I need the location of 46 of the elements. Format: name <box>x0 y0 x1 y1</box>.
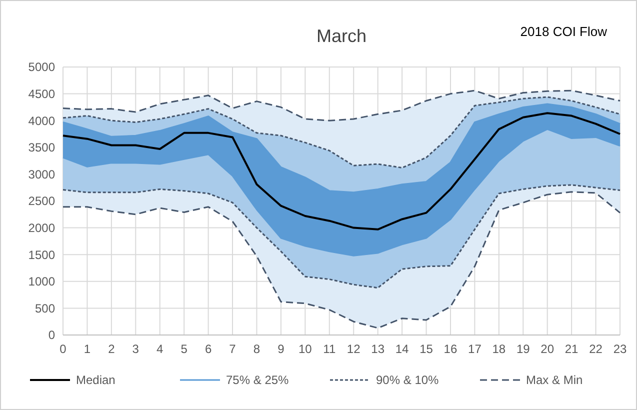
y-tick-label: 2500 <box>28 194 56 208</box>
y-tick-label: 2000 <box>28 221 56 235</box>
x-tick-label: 11 <box>323 342 336 356</box>
x-tick-label: 4 <box>156 342 164 356</box>
y-tick-label: 500 <box>34 301 56 316</box>
legend-label: 90% & 10% <box>376 373 440 388</box>
x-tick-label: 13 <box>371 342 385 356</box>
x-tick-label: 5 <box>180 342 188 356</box>
x-tick-label: 18 <box>492 342 506 356</box>
x-tick-label: 23 <box>613 342 627 356</box>
x-tick-label: 12 <box>346 342 361 356</box>
x-tick-label: 10 <box>298 342 312 356</box>
line-series <box>62 191 621 329</box>
line-series <box>62 96 621 169</box>
y-tick-label: 1000 <box>28 274 56 289</box>
y-tick-label: 5000 <box>28 60 56 74</box>
line-series <box>62 184 621 289</box>
y-tick-label: 3000 <box>28 167 56 182</box>
x-tick-label: 1 <box>84 342 91 356</box>
x-tick-label: 20 <box>540 342 554 356</box>
y-tick-label: 0 <box>48 328 56 342</box>
line-series <box>62 90 621 122</box>
legend-label: 75% & 25% <box>226 373 290 388</box>
x-tick-label: 16 <box>444 342 458 356</box>
x-tick-label: 2 <box>108 342 116 356</box>
y-tick-label: 3500 <box>28 140 56 155</box>
legend-label: Max & Min <box>526 373 583 388</box>
x-tick-label: 6 <box>204 342 212 356</box>
x-tick-label: 15 <box>420 342 434 356</box>
x-tick-label: 7 <box>229 342 236 356</box>
text: 2018 COI Flow <box>520 24 608 39</box>
y-tick-label: 4500 <box>28 87 56 101</box>
y-tick-label: 4000 <box>28 114 56 128</box>
line-series <box>62 112 621 230</box>
x-tick-label: 8 <box>253 342 260 356</box>
x-tick-label: 9 <box>278 342 285 356</box>
x-tick-label: 3 <box>132 342 140 356</box>
chart-title: March <box>316 26 367 46</box>
y-tick-label: 1500 <box>28 248 56 262</box>
x-tick-label: 19 <box>516 342 530 356</box>
legend-label: Median <box>76 373 116 388</box>
x-tick-label: 17 <box>468 342 482 356</box>
x-tick-label: 0 <box>60 342 67 356</box>
x-tick-label: 14 <box>395 342 410 356</box>
x-tick-label: 22 <box>589 342 603 356</box>
x-tick-label: 21 <box>564 342 579 356</box>
